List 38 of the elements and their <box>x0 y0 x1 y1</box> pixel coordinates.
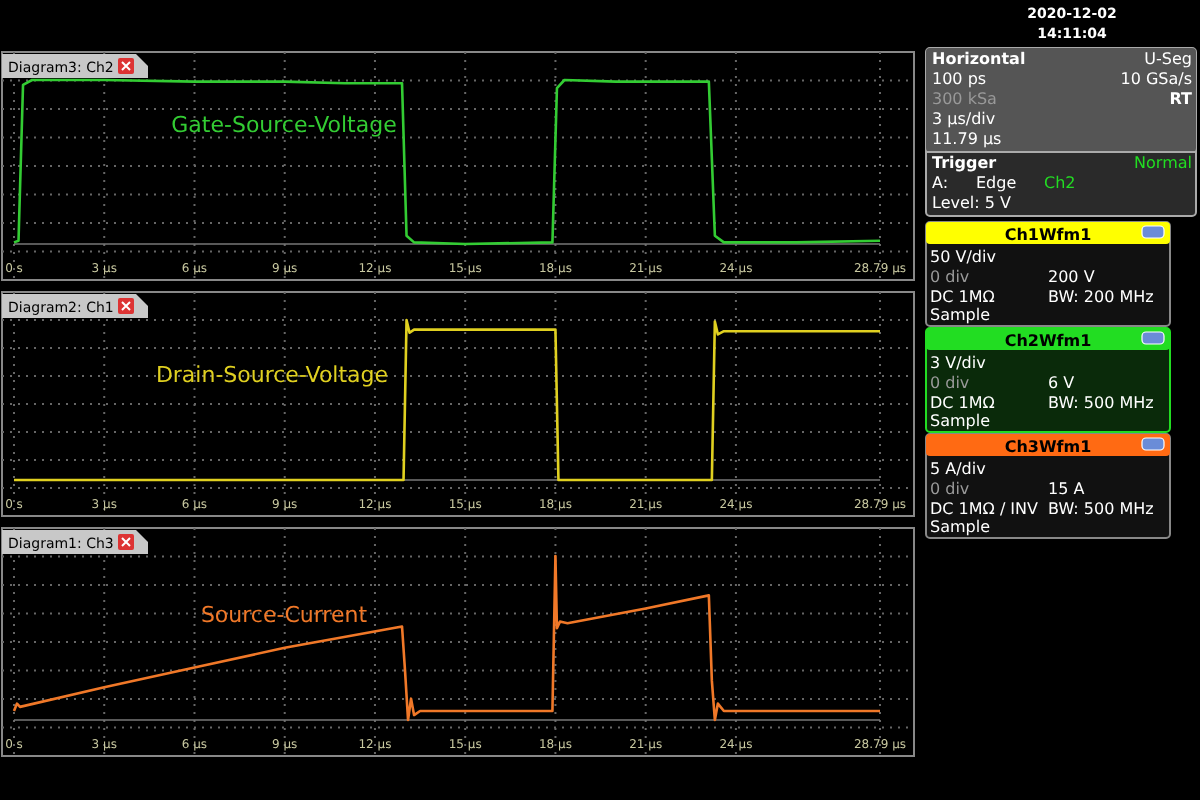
text: DC 1MΩ <box>930 394 995 412</box>
text: 3 µs/div <box>932 110 996 128</box>
text: BW: 200 MHz <box>1048 288 1154 306</box>
text: DC 1MΩ / INV <box>930 500 1040 518</box>
text: 100 ps <box>932 70 987 88</box>
text: 11.79 µs <box>932 130 1002 148</box>
text: Ch3Wfm1 <box>1004 438 1093 456</box>
text: Ch2 <box>1044 174 1076 192</box>
text: 15 A <box>1048 480 1086 498</box>
text: Ch2Wfm1 <box>1004 332 1093 350</box>
text: Trigger <box>932 154 997 172</box>
text: 5 A/div <box>930 460 987 478</box>
text: 3 V/div <box>930 354 987 372</box>
text: 50 V/div <box>930 248 997 266</box>
text: 300 kSa <box>932 90 998 108</box>
text: BW: 500 MHz <box>1048 500 1154 518</box>
text: 0 div <box>930 268 970 286</box>
series-label: Source-Current <box>200 602 369 628</box>
text: U-Seg <box>1144 50 1192 68</box>
text: RT <box>1169 90 1194 108</box>
text: Sample <box>930 518 991 536</box>
text: BW: 500 MHz <box>1048 394 1154 412</box>
text: Level: 5 V <box>932 194 1012 212</box>
text: 0 div <box>930 480 970 498</box>
text: Normal <box>1134 154 1192 172</box>
text: 10 GSa/s <box>1120 70 1192 88</box>
text: Ch1Wfm1 <box>1004 226 1093 244</box>
text: 6 V <box>1048 374 1076 392</box>
text: A: <box>932 174 949 192</box>
series-label: Gate-Source-Voltage <box>171 112 398 138</box>
text: Horizontal <box>932 50 1026 68</box>
text: DC 1MΩ <box>930 288 995 306</box>
text: Edge <box>976 174 1017 192</box>
text: 200 V <box>1048 268 1096 286</box>
text: Sample <box>930 306 991 324</box>
series-label: Drain-Source-Voltage <box>155 362 389 388</box>
text: Sample <box>930 412 991 430</box>
text: 0 div <box>930 374 970 392</box>
